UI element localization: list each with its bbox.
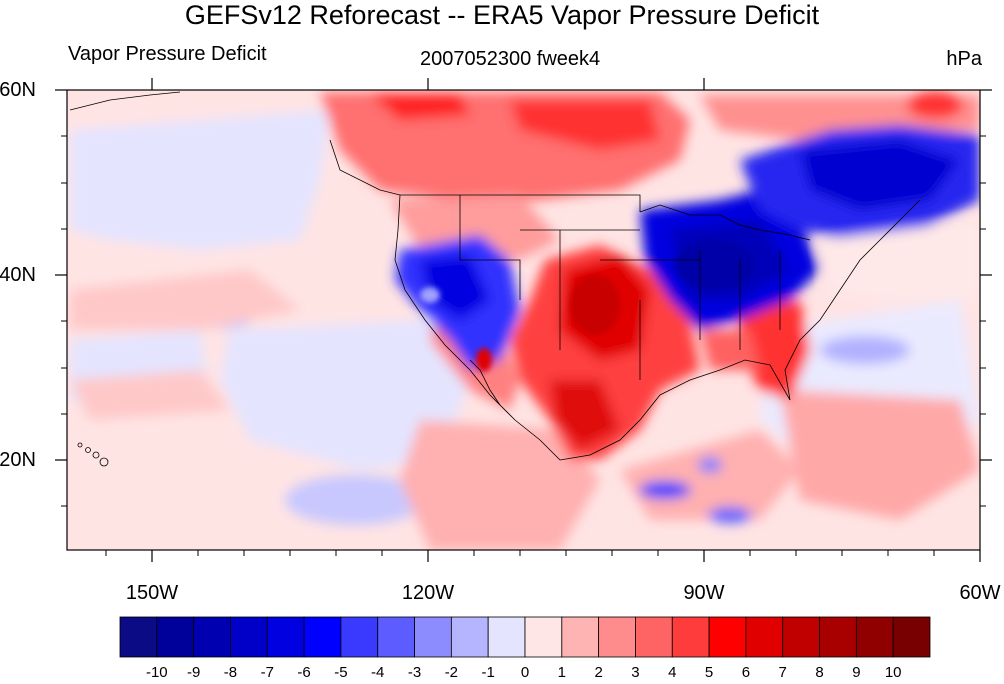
colorbar-swatch: [561, 616, 600, 658]
forecast-time-label: 2007052300 fweek4: [420, 48, 601, 70]
colorbar-swatch: [340, 616, 379, 658]
colorbar-label: 2: [594, 664, 603, 681]
colorbar-swatch: [671, 616, 710, 658]
colorbar-swatch: [598, 616, 636, 658]
colorbar-label: 8: [815, 664, 824, 681]
colorbar-swatch: [266, 616, 305, 658]
colorbar-label: -8: [223, 664, 238, 681]
colorbar-swatch: [377, 616, 415, 658]
map-title: GEFSv12 Reforecast -- ERA5 Vapor Pressur…: [184, 0, 820, 30]
colorbar-swatch: [230, 616, 268, 658]
colorbar-label: -10: [145, 664, 168, 681]
colorbar-swatch: [450, 616, 489, 658]
colorbar-label: 1: [557, 664, 566, 681]
colorbar-swatch: [745, 616, 784, 658]
colorbar-label: 3: [631, 664, 640, 681]
colorbar-swatch: [156, 616, 195, 658]
colorbar-label: -3: [407, 664, 422, 681]
colorbar: [119, 616, 931, 658]
colorbar-swatch: [708, 616, 747, 658]
colorbar-label: 6: [741, 664, 751, 681]
lon-tick-label: 60W: [959, 582, 1001, 604]
colorbar-label: -9: [186, 664, 201, 681]
colorbar-label: -1: [481, 664, 495, 681]
colorbar-label: -4: [371, 664, 385, 681]
colorbar-label: -5: [334, 664, 348, 681]
lat-tick-label: 60N: [0, 79, 36, 101]
units-label: hPa: [946, 48, 982, 70]
colorbar-swatch: [414, 616, 452, 658]
colorbar-swatch: [819, 616, 857, 658]
colorbar-swatch: [855, 616, 894, 658]
lat-tick-label: 40N: [0, 264, 36, 286]
lat-tick-label: 20N: [0, 449, 36, 471]
colorbar-swatch: [303, 616, 342, 658]
axis-ticks: [55, 78, 992, 562]
lon-tick-label: 150W: [125, 582, 179, 604]
colorbar-swatch: [119, 616, 158, 658]
map-frame: [66, 89, 981, 551]
colorbar-swatch: [782, 616, 820, 658]
minor-ticks: [61, 135, 986, 556]
colorbar-swatch: [892, 616, 931, 658]
colorbar-swatch: [635, 616, 673, 658]
colorbar-label: 5: [704, 664, 714, 681]
colorbar-label: 4: [668, 664, 677, 681]
colorbar-swatch: [193, 616, 231, 658]
colorbar-label: -7: [260, 664, 274, 681]
colorbar-label: 7: [778, 664, 787, 681]
colorbar-label: 10: [884, 664, 902, 681]
colorbar-swatch: [487, 616, 526, 658]
vpd-field: [67, 90, 980, 550]
lon-tick-label: 120W: [401, 582, 455, 604]
coastlines: [69, 91, 921, 461]
lon-tick-label: 90W: [683, 582, 725, 604]
colorbar-label: -2: [444, 664, 459, 681]
colorbar-label: 0: [520, 664, 530, 681]
variable-label: Vapor Pressure Deficit: [68, 43, 267, 65]
colorbar-label: 9: [852, 664, 861, 681]
colorbar-swatch: [524, 616, 563, 658]
colorbar-label: -6: [297, 664, 311, 681]
